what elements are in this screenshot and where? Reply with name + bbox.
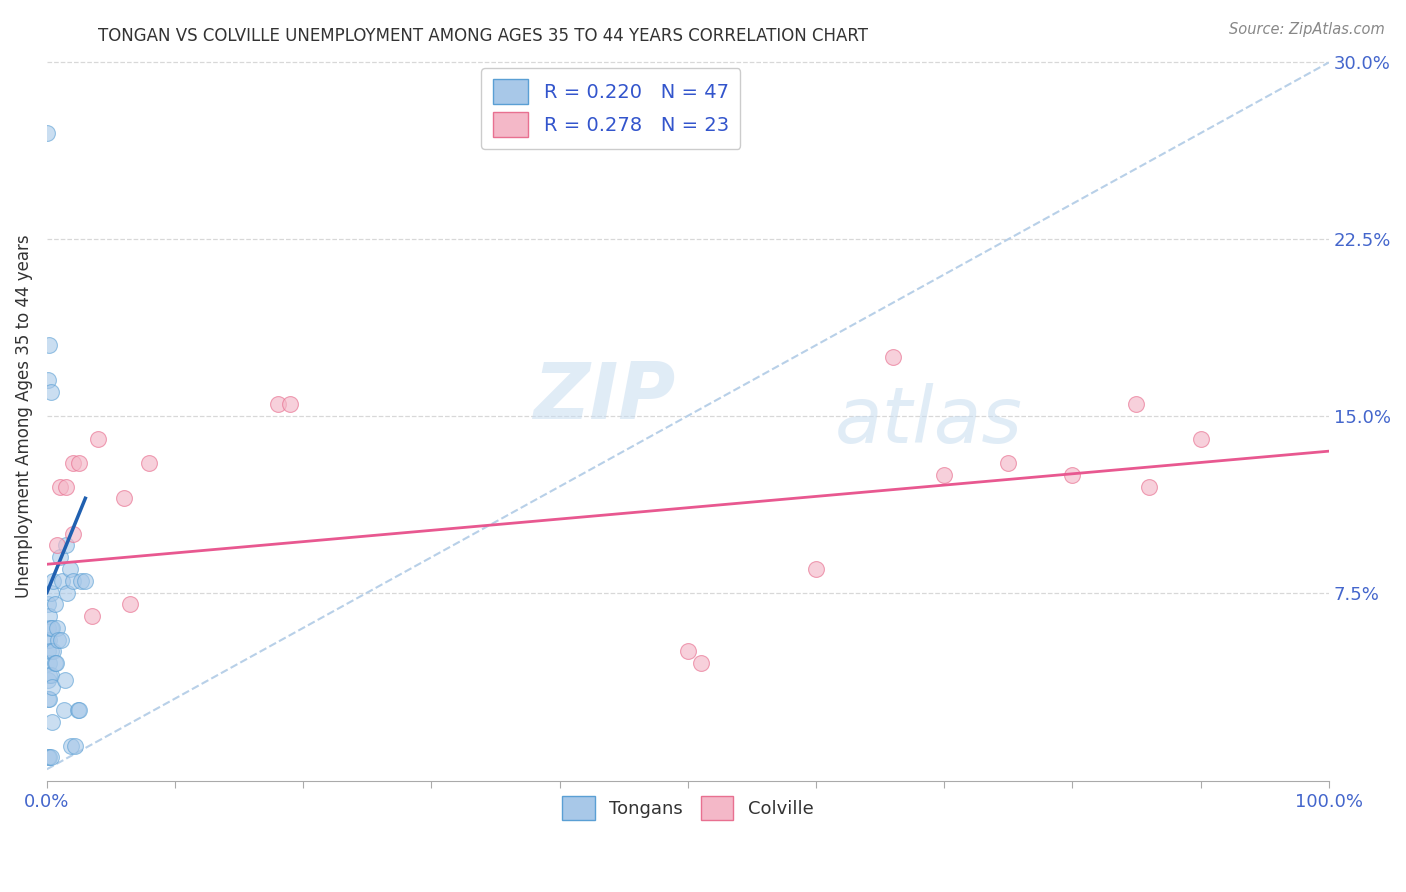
Point: [38, 691, 60, 706]
Legend: Tongans, Colville: Tongans, Colville: [555, 789, 821, 827]
Point: [35, 632, 58, 647]
Text: TONGAN VS COLVILLE UNEMPLOYMENT AMONG AGES 35 TO 44 YEARS CORRELATION CHART: TONGAN VS COLVILLE UNEMPLOYMENT AMONG AG…: [98, 27, 869, 45]
Point: [37, 621, 59, 635]
Point: [62, 526, 84, 541]
Point: [1137, 479, 1160, 493]
Point: [67, 703, 90, 717]
Point: [37, 644, 59, 658]
Point: [35, 126, 58, 140]
Point: [39, 585, 62, 599]
Point: [676, 644, 699, 658]
Point: [66, 703, 89, 717]
Point: [49, 632, 72, 647]
Text: atlas: atlas: [835, 383, 1024, 458]
Point: [80, 609, 103, 624]
Point: [38, 632, 60, 647]
Point: [41, 680, 63, 694]
Point: [62, 574, 84, 588]
Point: [37, 374, 59, 388]
Point: [48, 550, 70, 565]
Point: [37, 673, 59, 687]
Point: [39, 644, 62, 658]
Point: [37, 597, 59, 611]
Point: [266, 397, 288, 411]
Point: [51, 574, 73, 588]
Point: [53, 673, 76, 687]
Point: [997, 456, 1019, 470]
Point: [39, 385, 62, 400]
Point: [1125, 397, 1147, 411]
Point: [55, 538, 77, 552]
Point: [70, 574, 93, 588]
Point: [75, 574, 97, 588]
Point: [55, 479, 77, 493]
Point: [934, 467, 956, 482]
Point: [52, 703, 75, 717]
Point: [38, 338, 60, 352]
Point: [120, 597, 142, 611]
Point: [804, 562, 827, 576]
Point: [59, 562, 82, 576]
Point: [39, 621, 62, 635]
Point: [56, 585, 79, 599]
Point: [48, 479, 70, 493]
Point: [46, 538, 69, 552]
Text: Source: ZipAtlas.com: Source: ZipAtlas.com: [1229, 22, 1385, 37]
Point: [38, 750, 60, 764]
Point: [87, 433, 110, 447]
Point: [37, 691, 59, 706]
Point: [1062, 467, 1084, 482]
Point: [280, 397, 302, 411]
Point: [39, 668, 62, 682]
Point: [112, 491, 135, 506]
Point: [45, 657, 67, 671]
Point: [1189, 433, 1212, 447]
Point: [60, 739, 83, 753]
Point: [39, 750, 62, 764]
Point: [62, 456, 84, 470]
Point: [67, 456, 90, 470]
Point: [44, 657, 66, 671]
Text: ZIP: ZIP: [533, 359, 675, 435]
Y-axis label: Unemployment Among Ages 35 to 44 years: Unemployment Among Ages 35 to 44 years: [15, 234, 32, 598]
Point: [38, 657, 60, 671]
Point: [48, 632, 70, 647]
Point: [42, 574, 65, 588]
Point: [38, 668, 60, 682]
Point: [41, 715, 63, 730]
Point: [138, 456, 160, 470]
Point: [44, 597, 66, 611]
Point: [41, 621, 63, 635]
Point: [46, 621, 69, 635]
Point: [42, 644, 65, 658]
Point: [63, 739, 86, 753]
Point: [882, 350, 904, 364]
Point: [689, 657, 711, 671]
Point: [38, 609, 60, 624]
Point: [37, 750, 59, 764]
